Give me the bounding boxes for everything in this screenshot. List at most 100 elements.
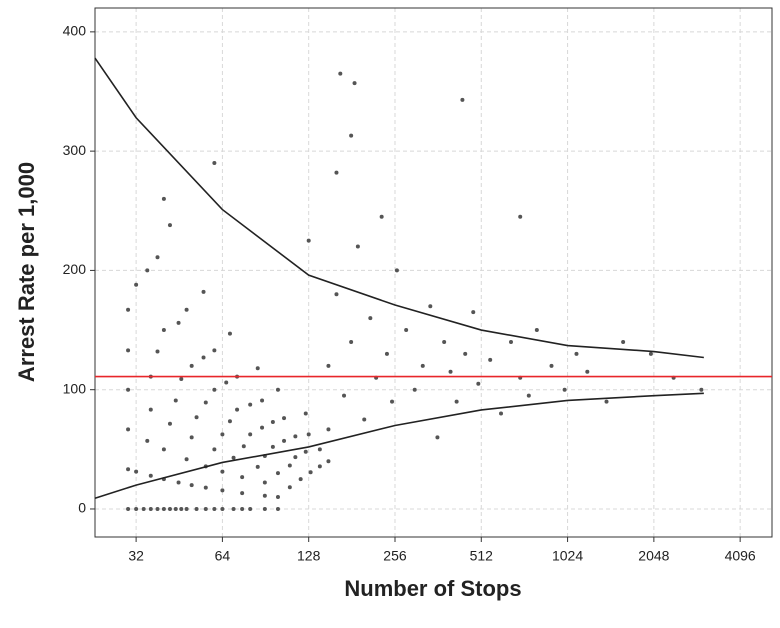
point: [241, 444, 246, 449]
x-tick-label: 256: [383, 548, 407, 564]
point: [420, 363, 425, 368]
point: [126, 307, 131, 312]
point: [148, 506, 153, 511]
point: [488, 357, 493, 362]
point: [220, 432, 225, 437]
point: [298, 477, 303, 482]
point: [282, 438, 287, 443]
point: [355, 244, 360, 249]
point: [155, 255, 160, 260]
point: [412, 387, 417, 392]
point: [212, 506, 217, 511]
point: [362, 417, 367, 422]
point: [227, 419, 232, 424]
point: [585, 369, 590, 374]
x-tick-label: 1024: [552, 548, 583, 564]
point: [349, 133, 354, 138]
point: [173, 398, 178, 403]
point: [508, 339, 513, 344]
point: [275, 506, 280, 511]
x-tick-label: 64: [215, 548, 231, 564]
point: [275, 495, 280, 500]
point: [148, 407, 153, 412]
x-tick-label: 4096: [725, 548, 756, 564]
point: [534, 328, 539, 333]
point: [179, 506, 184, 511]
point: [317, 464, 322, 469]
point: [167, 421, 172, 426]
control-limit: [94, 392, 704, 499]
point: [189, 435, 194, 440]
x-tick-label: 512: [470, 548, 494, 564]
point: [499, 411, 504, 416]
point: [287, 485, 292, 490]
point: [212, 348, 217, 353]
point: [699, 387, 704, 392]
point: [342, 393, 347, 398]
point: [145, 268, 150, 273]
point: [231, 506, 236, 511]
point: [262, 493, 267, 498]
point: [326, 363, 331, 368]
point: [161, 196, 166, 201]
point: [161, 328, 166, 333]
point: [134, 469, 139, 474]
y-tick-label: 300: [63, 142, 87, 158]
point: [248, 432, 253, 437]
y-axis-title: Arrest Rate per 1,000: [14, 162, 39, 382]
point: [203, 400, 208, 405]
x-tick-label: 32: [128, 548, 144, 564]
control-limit: [94, 57, 704, 359]
point: [390, 399, 395, 404]
point: [176, 480, 181, 485]
point: [220, 506, 225, 511]
point: [303, 449, 308, 454]
point: [255, 464, 260, 469]
point: [604, 399, 609, 404]
point: [126, 387, 131, 392]
point: [334, 170, 339, 175]
point: [248, 506, 253, 511]
x-tick-label: 2048: [638, 548, 669, 564]
point: [326, 459, 331, 464]
point: [448, 369, 453, 374]
point: [442, 339, 447, 344]
point: [126, 427, 131, 432]
point: [262, 506, 267, 511]
point: [518, 214, 523, 219]
point: [317, 447, 322, 452]
point: [260, 398, 265, 403]
point: [270, 444, 275, 449]
point: [194, 506, 199, 511]
y-tick-label: 200: [63, 261, 87, 277]
y-tick-label: 100: [63, 380, 87, 396]
point: [471, 310, 476, 315]
point: [476, 381, 481, 386]
point: [293, 455, 298, 460]
point: [260, 425, 265, 430]
point: [549, 363, 554, 368]
point: [338, 71, 343, 76]
point: [648, 351, 653, 356]
point: [231, 455, 236, 460]
point: [562, 387, 567, 392]
point: [293, 434, 298, 439]
point: [179, 376, 184, 381]
point: [203, 506, 208, 511]
point: [275, 471, 280, 476]
point: [454, 399, 459, 404]
point: [303, 411, 308, 416]
point: [212, 387, 217, 392]
point: [460, 97, 465, 102]
point: [145, 438, 150, 443]
point: [428, 304, 433, 309]
plot-frame: [94, 7, 773, 538]
point: [161, 506, 166, 511]
point: [621, 339, 626, 344]
point: [189, 483, 194, 488]
point: [526, 393, 531, 398]
point: [287, 463, 292, 468]
point: [184, 457, 189, 462]
point: [262, 480, 267, 485]
